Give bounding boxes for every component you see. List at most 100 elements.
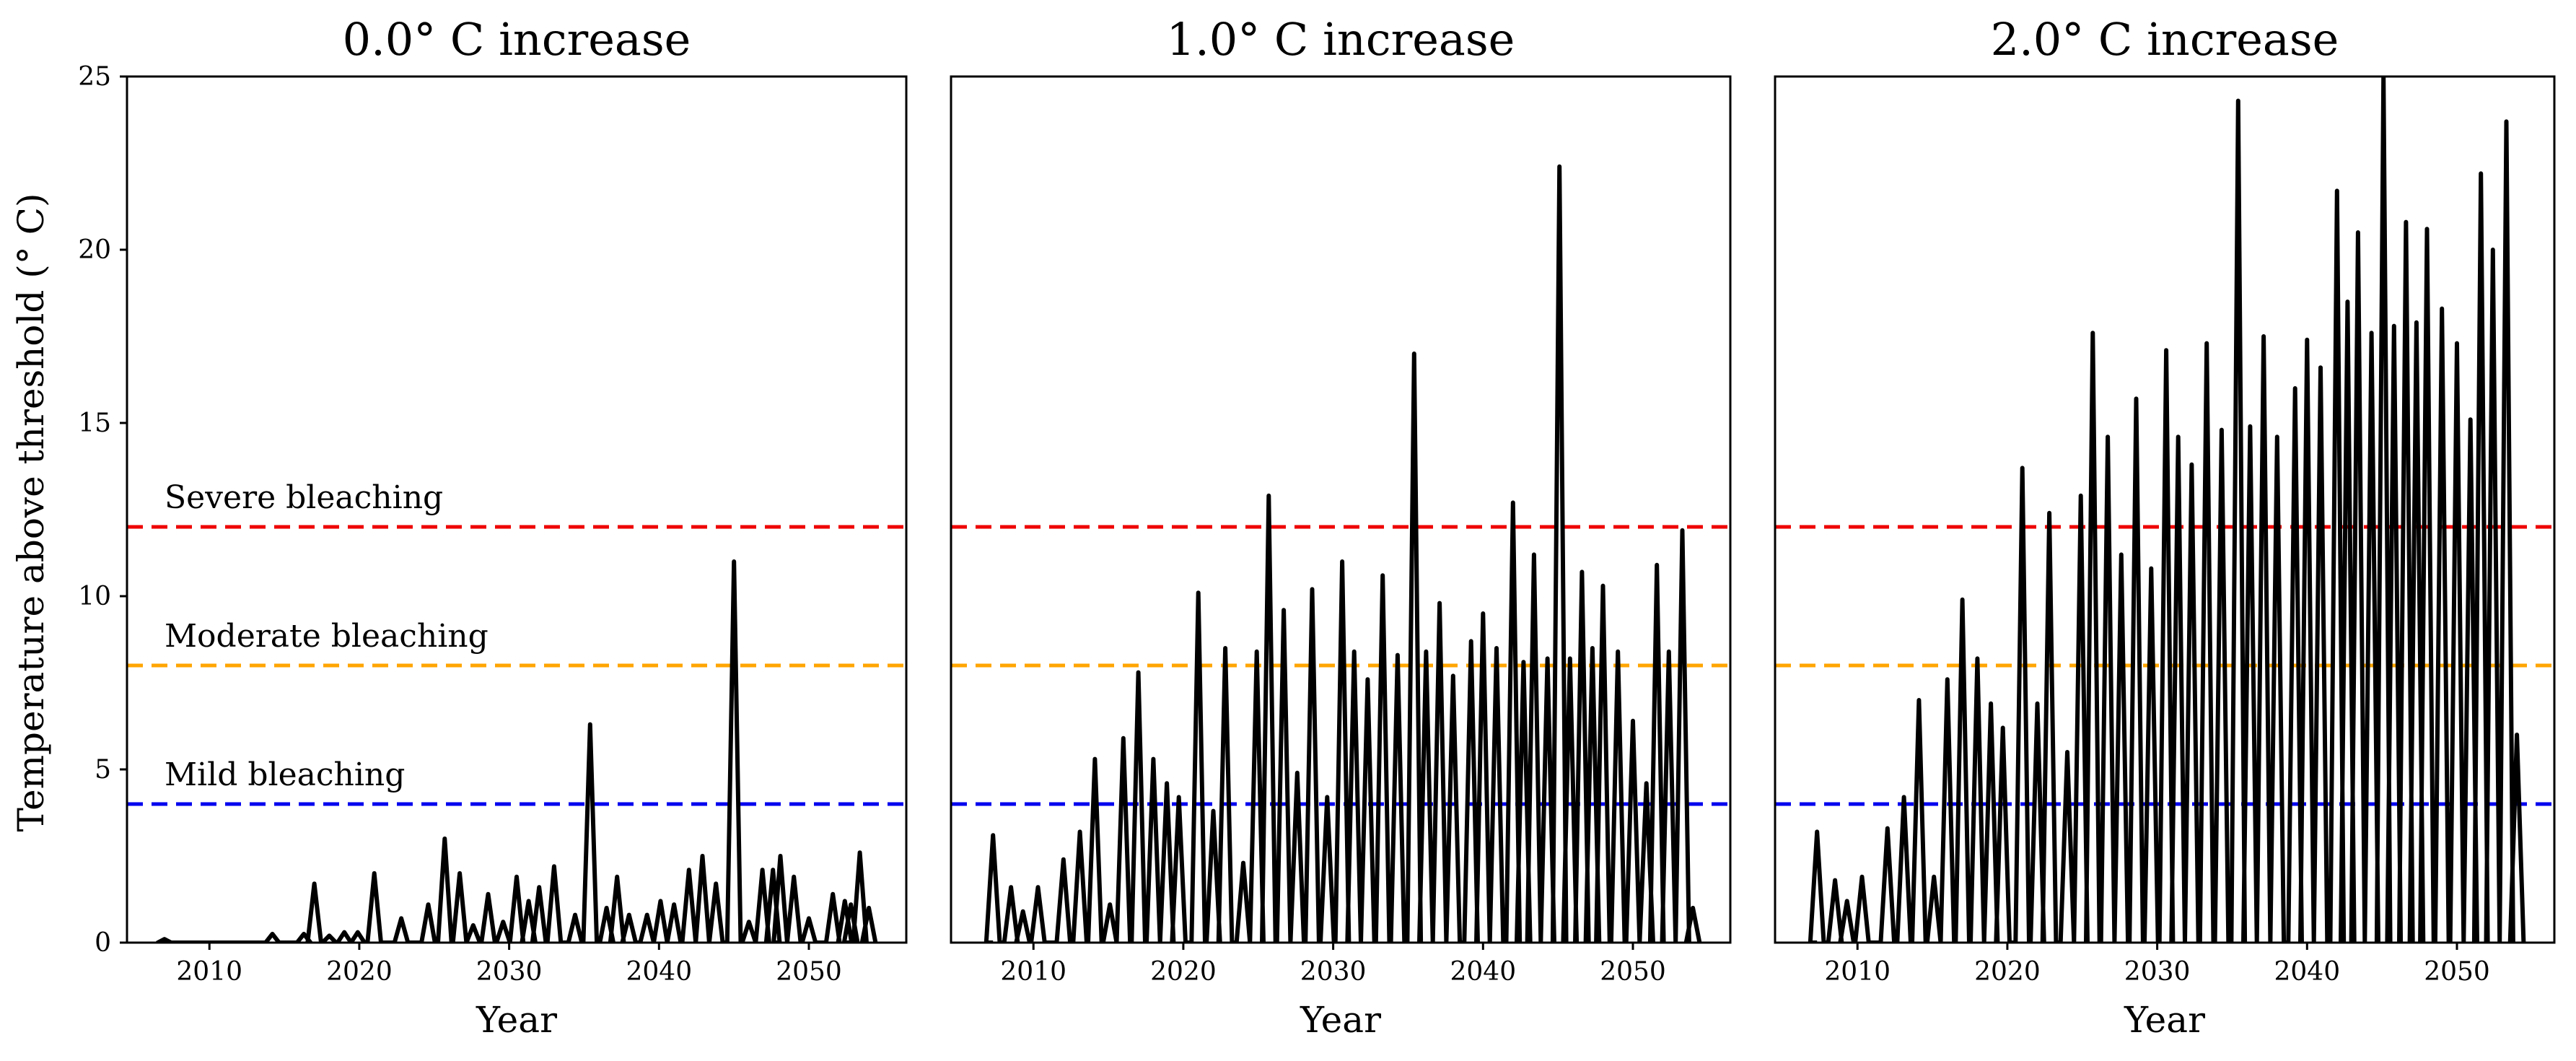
data-point (1009, 886, 1012, 888)
data-point (1961, 598, 1964, 601)
x-axis-label: Year (2124, 999, 2205, 1041)
y-tick-label: 5 (95, 755, 111, 785)
annotation-mild: Mild bleaching (165, 756, 405, 793)
data-point (1668, 650, 1670, 653)
y-tick-label: 0 (95, 928, 111, 958)
x-tick-label: 2030 (1300, 957, 1367, 987)
data-point (1645, 782, 1648, 785)
x-tick-label: 2050 (2424, 957, 2490, 987)
data-point (748, 920, 750, 923)
data-point (373, 872, 376, 875)
data-point (761, 868, 764, 871)
series-line (155, 559, 878, 943)
data-point (302, 933, 305, 935)
data-point (2370, 331, 2373, 334)
data-point (2357, 231, 2360, 234)
x-axis-label: Year (1300, 999, 1381, 1041)
y-tick-label: 25 (78, 62, 111, 92)
data-point (1546, 657, 1549, 660)
data-point (1989, 702, 1992, 705)
data-point (2440, 307, 2443, 310)
data-point (2048, 512, 2051, 515)
data-point (2505, 120, 2508, 123)
x-tick-label: 2020 (1974, 957, 2041, 987)
data-point (313, 882, 316, 885)
data-point (1616, 650, 1619, 653)
plot-frame (126, 75, 908, 944)
data-point (1381, 574, 1384, 577)
x-tick-label: 2030 (2124, 957, 2191, 987)
data-point (1424, 650, 1427, 653)
x-axis-label: Year (476, 999, 557, 1041)
x-tick-label: 2020 (1150, 957, 1217, 987)
data-point (2248, 425, 2251, 428)
x-tick-label: 2010 (1824, 957, 1891, 987)
data-point (2319, 366, 2322, 369)
data-point (1470, 639, 1473, 642)
data-point (1108, 903, 1111, 906)
panel-title: 2.0° C increase (1991, 13, 2339, 66)
data-point (1242, 862, 1245, 865)
data-point (2469, 418, 2472, 421)
data-point (2021, 466, 2024, 469)
data-point (771, 868, 774, 871)
data-point (343, 931, 346, 934)
data-point (646, 914, 649, 917)
data-point (1438, 602, 1441, 605)
series-line (1808, 77, 2526, 943)
x-tick-label: 2050 (776, 957, 842, 987)
data-point (527, 899, 530, 902)
data-point (2415, 321, 2418, 324)
data-point (1326, 795, 1328, 798)
data-point (2190, 463, 2193, 466)
data-point (2393, 325, 2396, 328)
data-point (1366, 678, 1369, 681)
data-point (2205, 342, 2208, 345)
data-point (1569, 657, 1572, 660)
data-point (779, 855, 782, 857)
data-point (688, 868, 691, 871)
annotation-moderate: Moderate bleaching (165, 618, 489, 655)
data-point (605, 907, 608, 909)
data-point (1036, 886, 1039, 888)
data-point (701, 855, 704, 857)
data-point (1341, 560, 1344, 563)
data-point (271, 933, 273, 935)
x-tick-label: 2030 (476, 957, 543, 987)
data-point (732, 560, 735, 563)
data-point (849, 903, 852, 906)
data-point (1256, 650, 1258, 653)
data-point (2455, 342, 2458, 345)
data-point (1282, 608, 1285, 611)
panel-3: 2.0° C increase 2010 2020 2030 2040 2050 Year (1774, 13, 2556, 1041)
data-point (1886, 827, 1889, 830)
data-point (1522, 660, 1525, 663)
y-tick-label: 20 (78, 235, 111, 265)
data-point (400, 917, 403, 920)
data-point (1296, 772, 1299, 774)
data-point (2080, 494, 2082, 497)
data-point (515, 876, 518, 878)
data-point (328, 934, 330, 937)
y-axis-label: Temperature above threshold (° C) (10, 193, 52, 832)
x-tick-label: 2050 (1600, 957, 1666, 987)
data-point (1022, 910, 1025, 913)
data-point (1976, 657, 1979, 660)
data-point (1580, 570, 1583, 573)
data-point (1691, 907, 1694, 909)
data-point (2177, 435, 2180, 438)
data-point (1137, 671, 1140, 674)
data-point (1079, 830, 1082, 833)
data-point (1224, 647, 1227, 650)
x-tick-label: 2010 (1000, 957, 1066, 987)
data-point (472, 924, 475, 927)
data-point (1452, 674, 1455, 677)
data-point (2479, 172, 2482, 175)
data-point (1396, 654, 1399, 657)
data-point (1413, 352, 1416, 355)
data-point (659, 899, 662, 902)
x-tick-label: 2040 (1450, 957, 1516, 987)
data-point (1681, 529, 1684, 532)
